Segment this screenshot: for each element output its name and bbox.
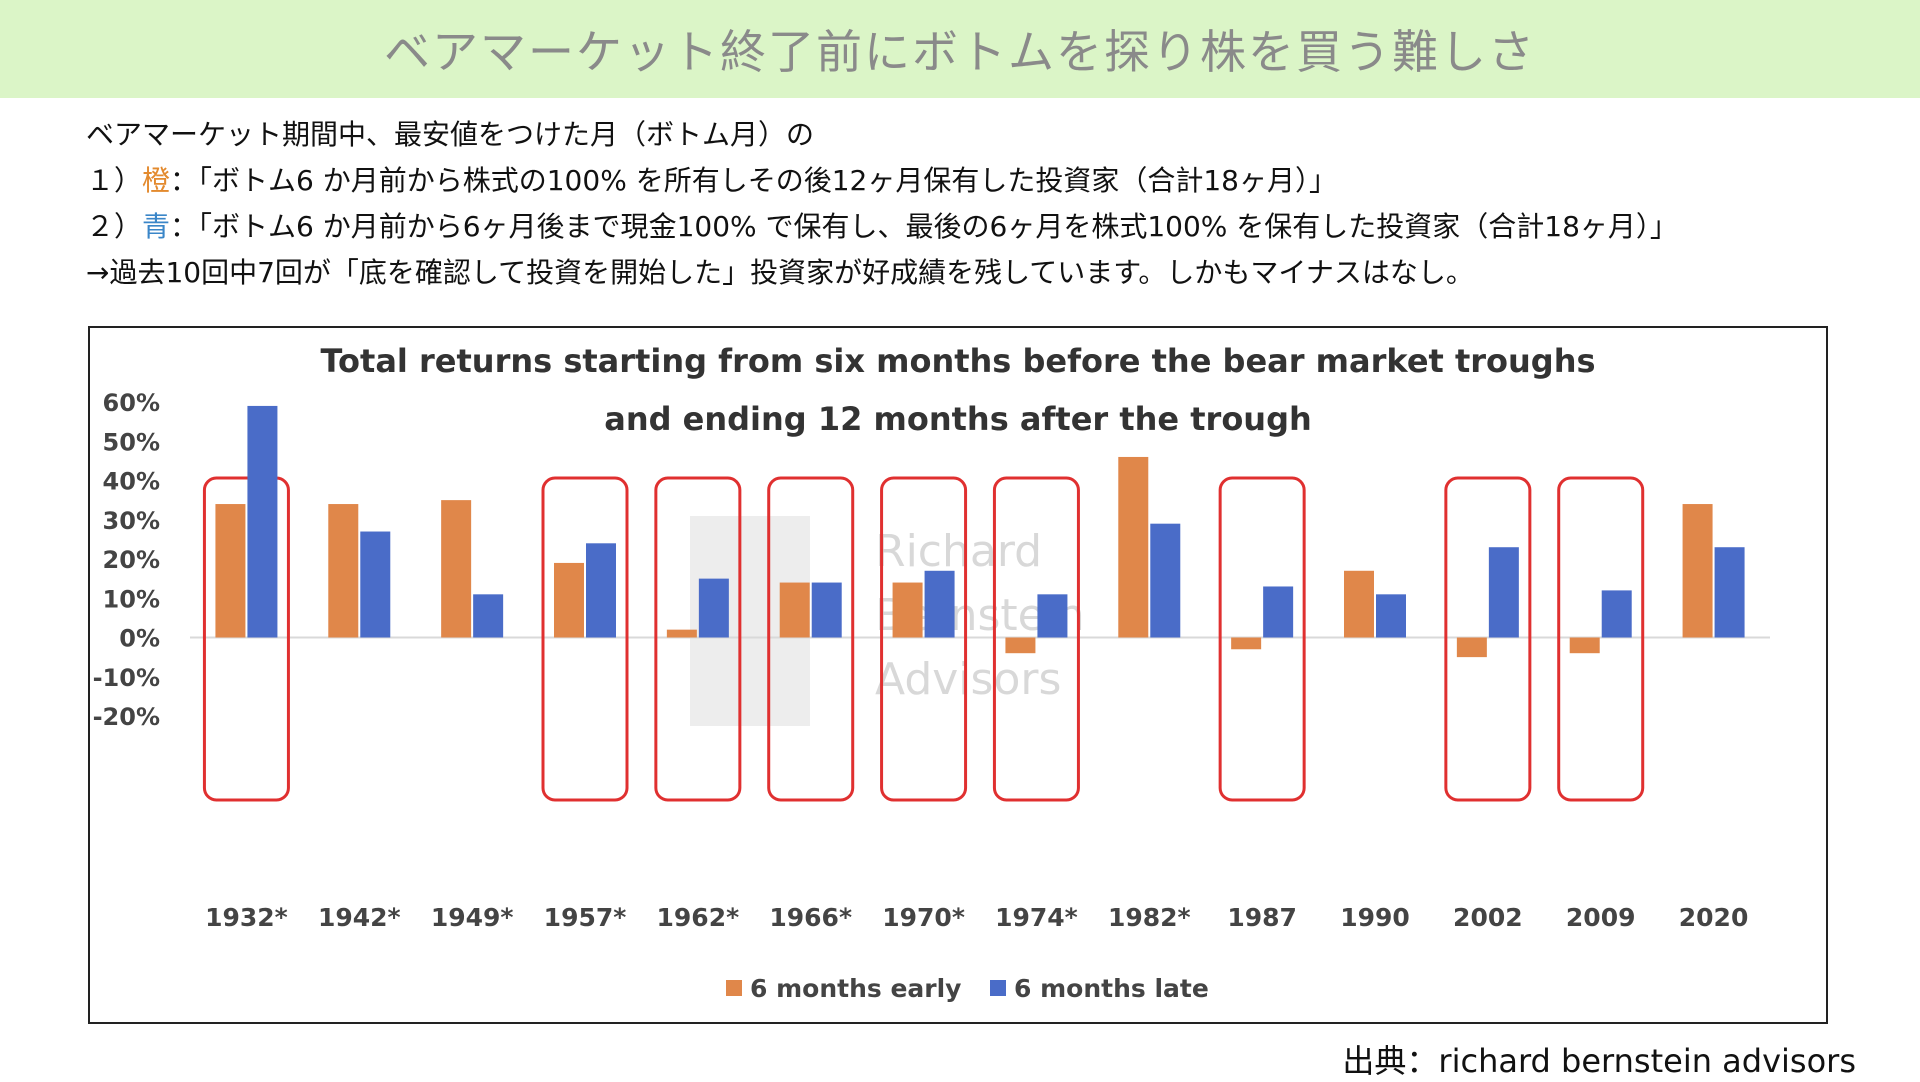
legend-label-late: 6 months late xyxy=(1014,974,1209,1003)
x-tick-label: 1982* xyxy=(1108,903,1191,932)
bar-6-months-early xyxy=(328,504,359,638)
bar-6-months-early xyxy=(1118,456,1149,638)
chart-frame: Total returns starting from six months b… xyxy=(88,326,1828,1024)
watermark-text-1: Richard xyxy=(875,526,1042,577)
x-tick-label: 1966* xyxy=(769,903,852,932)
highlight-box xyxy=(202,476,290,802)
highlight-box xyxy=(1444,476,1532,802)
bar-6-months-late xyxy=(1037,594,1068,638)
x-tick-label: 2020 xyxy=(1679,903,1749,932)
chart-title-line-1: Total returns starting from six months b… xyxy=(320,342,1595,380)
bar-6-months-late xyxy=(811,582,842,638)
bar-6-months-early xyxy=(1344,570,1374,638)
description-line-4: →過去10回中7回が「底を確認して投資を開始した」投資家が好成績を残しています。… xyxy=(86,256,1474,289)
orange-color-word: 橙 xyxy=(142,164,171,197)
description-line-2: １）橙：「ボトム6 か月前から株式の100% を所有しその後12ヶ月保有した投資… xyxy=(86,158,1906,204)
highlight-box xyxy=(767,476,855,802)
description-line-1: ベアマーケット期間中、最安値をつけた月（ボトム月）の xyxy=(86,118,815,151)
bar-6-months-late xyxy=(924,570,955,638)
bar-6-months-early xyxy=(1005,637,1036,654)
y-tick-label: 50% xyxy=(103,428,160,456)
chart-title-line-2: and ending 12 months after the trough xyxy=(604,400,1312,438)
legend-swatch-late xyxy=(990,980,1006,996)
x-tick-label: 1957* xyxy=(544,903,627,932)
x-tick-label: 1987 xyxy=(1227,903,1297,932)
x-tick-label: 1970* xyxy=(882,903,965,932)
legend-label-early: 6 months early xyxy=(750,974,961,1003)
bar-6-months-early xyxy=(779,582,810,638)
y-tick-label: -10% xyxy=(93,664,160,692)
x-tick-label: 1949* xyxy=(431,903,514,932)
bar-6-months-late xyxy=(247,405,278,638)
bar-6-months-late xyxy=(360,531,391,638)
bar-6-months-late xyxy=(1150,523,1181,638)
bar-6-months-early xyxy=(892,582,923,638)
bar-6-months-late xyxy=(1601,590,1632,638)
bar-6-months-late xyxy=(1376,594,1406,638)
y-tick-label: 30% xyxy=(103,507,160,535)
bar-6-months-early xyxy=(1231,637,1262,650)
bar-6-months-early xyxy=(215,504,246,638)
x-tick-label: 2009 xyxy=(1566,903,1636,932)
bar-6-months-early xyxy=(441,500,472,638)
bar-6-months-early xyxy=(1682,504,1713,638)
watermark-text-3: Advisors xyxy=(875,654,1061,705)
bar-6-months-early xyxy=(666,629,697,638)
bar-6-months-late xyxy=(1263,586,1294,638)
line2-prefix: １） xyxy=(86,164,143,197)
bar-6-months-early xyxy=(554,562,584,638)
highlight-box xyxy=(1557,476,1645,802)
x-tick-label: 2002 xyxy=(1453,903,1523,932)
bar-6-months-late xyxy=(1488,547,1519,638)
line3-text: ：「ボトム6 か月前から6ヶ月後まで現金100% で保有し、最後の6ヶ月を株式1… xyxy=(170,210,1678,243)
line3-prefix: ２） xyxy=(86,210,143,243)
bar-6-months-early xyxy=(1569,637,1600,654)
bar-6-months-late xyxy=(586,543,616,638)
description-block: ベアマーケット期間中、最安値をつけた月（ボトム月）の １）橙：「ボトム6 か月前… xyxy=(86,112,1906,296)
x-tick-label: 1932* xyxy=(205,903,288,932)
blue-color-word: 青 xyxy=(142,210,171,243)
bar-6-months-early xyxy=(1456,637,1487,658)
x-tick-label: 1962* xyxy=(657,903,740,932)
source-credit: 出典：richard bernstein advisors xyxy=(1342,1042,1856,1080)
bar-6-months-late xyxy=(698,578,729,638)
bar-chart: Total returns starting from six months b… xyxy=(93,342,1770,1003)
page-title: ベアマーケット終了前にボトムを探り株を買う難しさ xyxy=(384,25,1536,79)
x-tick-label: 1974* xyxy=(995,903,1078,932)
highlight-box xyxy=(654,476,742,802)
x-tick-label: 1942* xyxy=(318,903,401,932)
bar-6-months-late xyxy=(473,594,504,638)
highlight-box xyxy=(541,476,629,802)
description-line-3: ２）青：「ボトム6 か月前から6ヶ月後まで現金100% で保有し、最後の6ヶ月を… xyxy=(86,204,1906,250)
y-tick-label: -20% xyxy=(93,703,160,731)
highlight-box xyxy=(1218,476,1306,802)
x-tick-label: 1990 xyxy=(1340,903,1410,932)
legend-swatch-early xyxy=(726,980,742,996)
page-header: ベアマーケット終了前にボトムを探り株を買う難しさ xyxy=(0,0,1920,98)
y-tick-label: 20% xyxy=(103,546,160,574)
line2-text: ：「ボトム6 か月前から株式の100% を所有しその後12ヶ月保有した投資家（合… xyxy=(170,164,1337,197)
y-tick-label: 60% xyxy=(103,389,160,417)
bar-6-months-late xyxy=(1714,547,1745,638)
highlight-box xyxy=(992,476,1080,802)
highlight-box xyxy=(880,476,968,802)
y-tick-label: 40% xyxy=(103,468,160,496)
y-tick-label: 10% xyxy=(103,585,160,613)
y-tick-label: 0% xyxy=(119,625,160,653)
